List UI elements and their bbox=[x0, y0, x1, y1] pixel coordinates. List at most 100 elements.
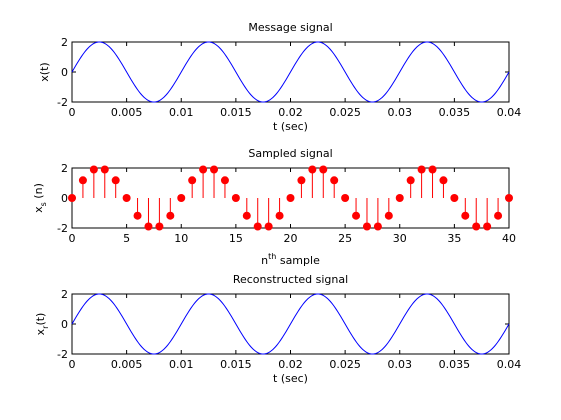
stem-marker bbox=[100, 165, 109, 174]
xtick-label: 0.02 bbox=[278, 358, 303, 371]
stem-marker bbox=[220, 176, 229, 185]
stem-marker bbox=[406, 176, 415, 185]
stem-marker bbox=[450, 194, 459, 202]
panel-reconstructed-ylabel: xr(t) bbox=[34, 313, 50, 336]
xtick-label: 20 bbox=[284, 232, 298, 245]
panel-message-ylabel: x(t) bbox=[38, 62, 51, 81]
stem-marker bbox=[199, 165, 208, 174]
panel-reconstructed-series-line bbox=[71, 293, 510, 355]
stem-marker bbox=[286, 194, 295, 202]
stem-marker bbox=[461, 211, 470, 220]
stem-marker bbox=[472, 222, 481, 231]
xtick-label: 35 bbox=[447, 232, 461, 245]
xtick-label: 5 bbox=[123, 232, 130, 245]
ytick-label: -2 bbox=[57, 222, 68, 235]
stem-marker bbox=[188, 176, 197, 185]
panel-reconstructed-y-ticks: -2 0 2 bbox=[57, 288, 68, 361]
xtick-label: 0.035 bbox=[439, 358, 471, 371]
stem-marker bbox=[264, 222, 273, 231]
panel-message-x-ticks: 0 0.005 0.01 0.015 0.02 0.025 0.03 0.035… bbox=[69, 106, 522, 119]
xtick-label: 0.035 bbox=[439, 106, 471, 119]
xtick-label: 0.005 bbox=[111, 106, 143, 119]
xlabel-rest: sample bbox=[276, 254, 320, 267]
panel-reconstructed-title: Reconstructed signal bbox=[233, 273, 348, 286]
stem-marker bbox=[133, 211, 142, 220]
stem-marker bbox=[78, 176, 87, 185]
panel-sampled-xlabel: nth sample bbox=[261, 252, 320, 267]
xtick-label: 10 bbox=[174, 232, 188, 245]
panel-sampled-x-ticks: 0 5 10 15 20 25 30 35 40 bbox=[69, 232, 517, 245]
stem-marker bbox=[384, 211, 393, 220]
xlabel-main: n bbox=[261, 254, 268, 267]
stem-marker bbox=[111, 176, 120, 185]
panel-reconstructed: Reconstructed signal -2 0 2 0 0.005 0.01… bbox=[34, 273, 521, 385]
stem-marker bbox=[166, 211, 175, 220]
panel-message-title: Message signal bbox=[248, 21, 332, 34]
ylabel-rest: (t) bbox=[34, 313, 47, 326]
xtick-label: 0 bbox=[69, 106, 76, 119]
stem-marker bbox=[308, 165, 317, 174]
stem-marker bbox=[68, 194, 76, 202]
xtick-label: 0.01 bbox=[169, 106, 194, 119]
xtick-label: 25 bbox=[338, 232, 352, 245]
stem-marker bbox=[242, 211, 251, 220]
panel-message-xlabel: t (sec) bbox=[273, 120, 308, 133]
panel-sampled-y-ticks: -2 0 2 bbox=[57, 162, 68, 235]
ytick-label: -2 bbox=[57, 96, 68, 109]
ylabel-subscript: s bbox=[39, 202, 48, 206]
stem-marker bbox=[297, 176, 306, 185]
xtick-label: 40 bbox=[502, 232, 516, 245]
panel-sampled-title: Sampled signal bbox=[248, 147, 332, 160]
stem-marker bbox=[417, 165, 426, 174]
xtick-label: 0.005 bbox=[111, 358, 143, 371]
stem-marker bbox=[275, 211, 284, 220]
stem-marker bbox=[231, 194, 240, 202]
stem-marker bbox=[89, 165, 98, 174]
xtick-label: 0 bbox=[69, 232, 76, 245]
xlabel-superscript: th bbox=[268, 252, 276, 261]
panel-message-series-line bbox=[71, 41, 510, 103]
ytick-label: 0 bbox=[61, 318, 68, 331]
xtick-label: 0.015 bbox=[220, 106, 252, 119]
xtick-label: 0.04 bbox=[497, 358, 522, 371]
ytick-label: 2 bbox=[61, 288, 68, 301]
panel-sampled-ylabel: xs (n) bbox=[32, 183, 48, 213]
panel-message-y-ticks: -2 0 2 bbox=[57, 36, 68, 109]
stem-marker bbox=[428, 165, 437, 174]
stem-marker bbox=[439, 176, 448, 185]
stem-marker bbox=[253, 222, 262, 231]
panel-sampled-stems bbox=[68, 165, 513, 231]
stem-marker bbox=[319, 165, 328, 174]
stem-marker bbox=[362, 222, 371, 231]
stem-marker bbox=[210, 165, 219, 174]
stem-marker bbox=[505, 194, 513, 202]
stem-marker bbox=[177, 194, 186, 202]
stem-marker bbox=[483, 222, 492, 231]
panel-message: Message signal -2 0 2 0 0.005 0.01 0.015… bbox=[38, 21, 521, 133]
stem-marker bbox=[330, 176, 339, 185]
ylabel-rest: (n) bbox=[32, 183, 45, 202]
stem-marker bbox=[373, 222, 382, 231]
xtick-label: 0.015 bbox=[220, 358, 252, 371]
panel-reconstructed-x-ticks: 0 0.005 0.01 0.015 0.02 0.025 0.03 0.035… bbox=[69, 358, 522, 371]
xtick-label: 0.03 bbox=[388, 358, 413, 371]
stem-marker bbox=[122, 194, 131, 202]
xtick-label: 0.02 bbox=[278, 106, 303, 119]
ytick-label: -2 bbox=[57, 348, 68, 361]
panel-reconstructed-xlabel: t (sec) bbox=[273, 372, 308, 385]
stem-marker bbox=[144, 222, 153, 231]
xtick-label: 0.025 bbox=[329, 106, 361, 119]
panel-reconstructed-tick-marks bbox=[71, 293, 510, 355]
xtick-label: 0.03 bbox=[388, 106, 413, 119]
stem-marker bbox=[395, 194, 404, 202]
xtick-label: 30 bbox=[393, 232, 407, 245]
stem-marker bbox=[352, 211, 361, 220]
panel-sampled: Sampled signal -2 0 2 0 5 10 15 20 25 30… bbox=[32, 147, 516, 267]
ylabel-subscript: r bbox=[41, 325, 50, 329]
stem-marker bbox=[494, 211, 503, 220]
stem-marker bbox=[155, 222, 164, 231]
ytick-label: 2 bbox=[61, 36, 68, 49]
ytick-label: 0 bbox=[61, 192, 68, 205]
xtick-label: 0.04 bbox=[497, 106, 522, 119]
